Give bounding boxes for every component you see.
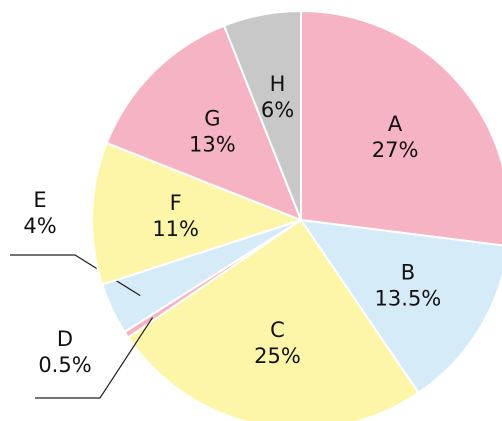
slice-value-label: 4% [23, 214, 56, 238]
slice-value-label: 13.5% [375, 287, 442, 311]
pie-slice [222, 9, 302, 221]
slice-value-label: 0.5% [38, 353, 91, 377]
slice-category: D [57, 327, 73, 351]
slice-category: F [170, 191, 182, 215]
slice-value-label: 6% [261, 98, 294, 122]
slice-value-label: 27% [372, 138, 419, 162]
pie-slice [298, 218, 502, 395]
pie-slice [105, 24, 303, 222]
slice-value-label: 25% [254, 344, 301, 368]
pie-slice [126, 218, 420, 421]
slice-category: H [270, 72, 286, 96]
slice-category: B [401, 261, 415, 285]
slice-category: C [270, 318, 285, 342]
slice-category: E [33, 188, 46, 212]
leader-line [35, 317, 154, 399]
pie-slice [91, 141, 304, 286]
pie-slice [300, 9, 502, 247]
slice-category: A [388, 112, 403, 136]
leader-line [10, 254, 141, 297]
slice-value-label: 11% [152, 217, 199, 241]
slice-value-label: 13% [189, 132, 236, 156]
slice-category: G [204, 106, 220, 130]
